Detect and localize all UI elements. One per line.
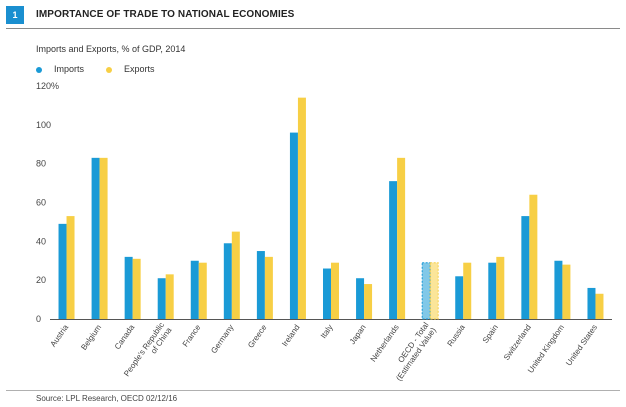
- exports-bar: [595, 293, 604, 319]
- x-tick-label: United Kingdom: [526, 323, 566, 375]
- imports-bar: [488, 262, 497, 319]
- imports-bar: [323, 268, 331, 319]
- y-tick-label: 60: [36, 198, 46, 208]
- exports-bar: [331, 262, 339, 319]
- y-tick-label: 100: [36, 120, 51, 130]
- imports-bar: [190, 260, 199, 319]
- x-tick-label-line: Canada: [113, 323, 137, 352]
- figure-title: IMPORTANCE OF TRADE TO NATIONAL ECONOMIE…: [36, 9, 295, 20]
- legend-swatch-exports: [106, 67, 112, 73]
- exports-bar: [132, 258, 141, 319]
- x-tick-label: Greece: [246, 323, 269, 350]
- x-tick-label-line: Belgium: [79, 323, 103, 352]
- imports-bar: [554, 260, 563, 319]
- legend-swatch-imports: [36, 67, 42, 73]
- y-tick-label: 120%: [36, 81, 59, 91]
- y-axis: 0 20 40 60 80 100 120%: [36, 81, 59, 324]
- legend-label-imports: Imports: [54, 64, 85, 74]
- exports-bar: [264, 256, 273, 319]
- x-tick-label-line: Greece: [246, 323, 269, 350]
- y-tick-label: 20: [36, 275, 46, 285]
- exports-bar: [463, 262, 472, 319]
- imports-bar: [223, 243, 232, 319]
- x-tick-label-line: France: [181, 323, 203, 349]
- x-tick-label: Germany: [209, 323, 235, 355]
- exports-bar: [562, 264, 571, 319]
- legend-label-exports: Exports: [124, 64, 155, 74]
- exports-bar: [198, 262, 207, 319]
- x-tick-label: Italy: [319, 323, 335, 340]
- exports-bar: [231, 231, 240, 319]
- imports-bar: [256, 251, 265, 319]
- imports-bar: [91, 157, 100, 319]
- x-tick-label-line: Netherlands: [369, 323, 401, 364]
- x-tick-label-line: Spain: [481, 323, 500, 345]
- x-tick-label: Japan: [348, 323, 368, 346]
- exports-bar: [66, 216, 75, 319]
- x-tick-label-line: Germany: [209, 323, 235, 355]
- imports-bar: [421, 262, 431, 320]
- exports-bar: [165, 274, 174, 319]
- x-tick-label: Austria: [49, 323, 71, 349]
- x-tick-label-line: Ireland: [280, 323, 301, 348]
- exports-bar: [496, 256, 505, 319]
- imports-bar: [124, 256, 133, 319]
- imports-bar: [356, 278, 365, 319]
- footer-divider: [6, 390, 620, 391]
- y-tick-label: 0: [36, 314, 41, 324]
- exports-bar: [99, 157, 108, 319]
- exports-bar: [429, 262, 439, 320]
- x-tick-label-line: Austria: [49, 323, 71, 349]
- exports-bar: [529, 194, 538, 319]
- bar-group: [58, 97, 604, 320]
- x-tick-label-line: United Kingdom: [526, 323, 566, 375]
- x-tick-label: Switzerland: [502, 323, 533, 362]
- x-tick-label-line: Japan: [348, 323, 368, 346]
- exports-bar: [297, 97, 306, 320]
- source-note: Source: LPL Research, OECD 02/12/16: [36, 394, 178, 403]
- imports-bar: [389, 181, 398, 319]
- x-tick-label-line: Russia: [445, 323, 467, 349]
- x-tick-label: France: [181, 323, 203, 349]
- x-tick-label-line: United States: [564, 323, 599, 368]
- y-tick-label: 80: [36, 159, 46, 169]
- x-tick-label-line: Switzerland: [502, 323, 533, 362]
- exports-bar: [397, 157, 406, 319]
- x-tick-label: Ireland: [280, 323, 301, 348]
- x-tick-label: Netherlands: [369, 323, 401, 364]
- header-divider: [6, 28, 620, 29]
- x-tick-label: Belgium: [79, 323, 103, 352]
- x-tick-label-line: Italy: [319, 323, 335, 340]
- imports-bar: [157, 278, 166, 319]
- figure-header: 1 IMPORTANCE OF TRADE TO NATIONAL ECONOM…: [6, 6, 620, 24]
- x-tick-label: United States: [564, 323, 599, 368]
- imports-bar: [587, 287, 596, 319]
- x-tick-label: Spain: [481, 323, 500, 345]
- figure-number-badge: 1: [6, 6, 24, 24]
- imports-bar: [521, 216, 530, 319]
- y-tick-label: 40: [36, 236, 46, 246]
- imports-bar: [58, 223, 67, 319]
- imports-bar: [455, 276, 464, 319]
- x-tick-label: Canada: [113, 323, 137, 352]
- x-tick-label: Russia: [445, 323, 467, 349]
- chart-subtitle: Imports and Exports, % of GDP, 2014: [36, 44, 186, 54]
- exports-bar: [364, 284, 373, 319]
- imports-bar: [289, 132, 298, 319]
